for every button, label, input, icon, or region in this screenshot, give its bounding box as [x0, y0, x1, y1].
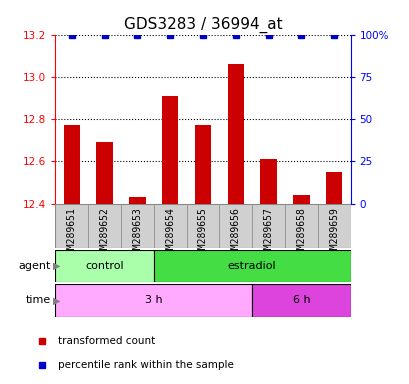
Text: GSM289653: GSM289653	[132, 207, 142, 260]
Bar	[96, 142, 112, 204]
Bar	[162, 96, 178, 204]
Text: percentile rank within the sample: percentile rank within the sample	[58, 360, 234, 370]
Text: GSM289658: GSM289658	[296, 207, 306, 260]
Text: agent: agent	[19, 261, 51, 271]
Text: time: time	[26, 295, 51, 306]
Bar	[63, 126, 80, 204]
Bar	[153, 250, 350, 282]
Bar	[194, 126, 211, 204]
Bar	[153, 204, 186, 248]
Bar	[325, 172, 342, 204]
Text: GSM289655: GSM289655	[198, 207, 207, 260]
Text: ▶: ▶	[53, 261, 61, 271]
Text: GSM289651: GSM289651	[67, 207, 76, 260]
Text: GSM289654: GSM289654	[165, 207, 175, 260]
Bar	[284, 204, 317, 248]
Bar	[55, 284, 252, 317]
Text: transformed count: transformed count	[58, 336, 155, 346]
Text: ▶: ▶	[53, 295, 61, 306]
Text: control: control	[85, 261, 124, 271]
Text: 6 h: 6 h	[292, 295, 309, 306]
Text: estradiol: estradiol	[227, 261, 276, 271]
Bar	[292, 195, 309, 204]
Text: GSM289657: GSM289657	[263, 207, 273, 260]
Text: GSM289659: GSM289659	[328, 207, 338, 260]
Bar	[186, 204, 219, 248]
Bar	[55, 250, 153, 282]
Bar	[227, 64, 243, 204]
Bar	[88, 204, 121, 248]
Bar	[121, 204, 153, 248]
Text: GSM289656: GSM289656	[230, 207, 240, 260]
Title: GDS3283 / 36994_at: GDS3283 / 36994_at	[124, 17, 281, 33]
Bar	[219, 204, 252, 248]
Text: 3 h: 3 h	[145, 295, 162, 306]
Bar	[317, 204, 350, 248]
Bar	[55, 204, 88, 248]
Bar	[252, 284, 350, 317]
Text: GSM289652: GSM289652	[99, 207, 109, 260]
Bar	[129, 197, 145, 204]
Bar	[260, 159, 276, 204]
Bar	[252, 204, 284, 248]
